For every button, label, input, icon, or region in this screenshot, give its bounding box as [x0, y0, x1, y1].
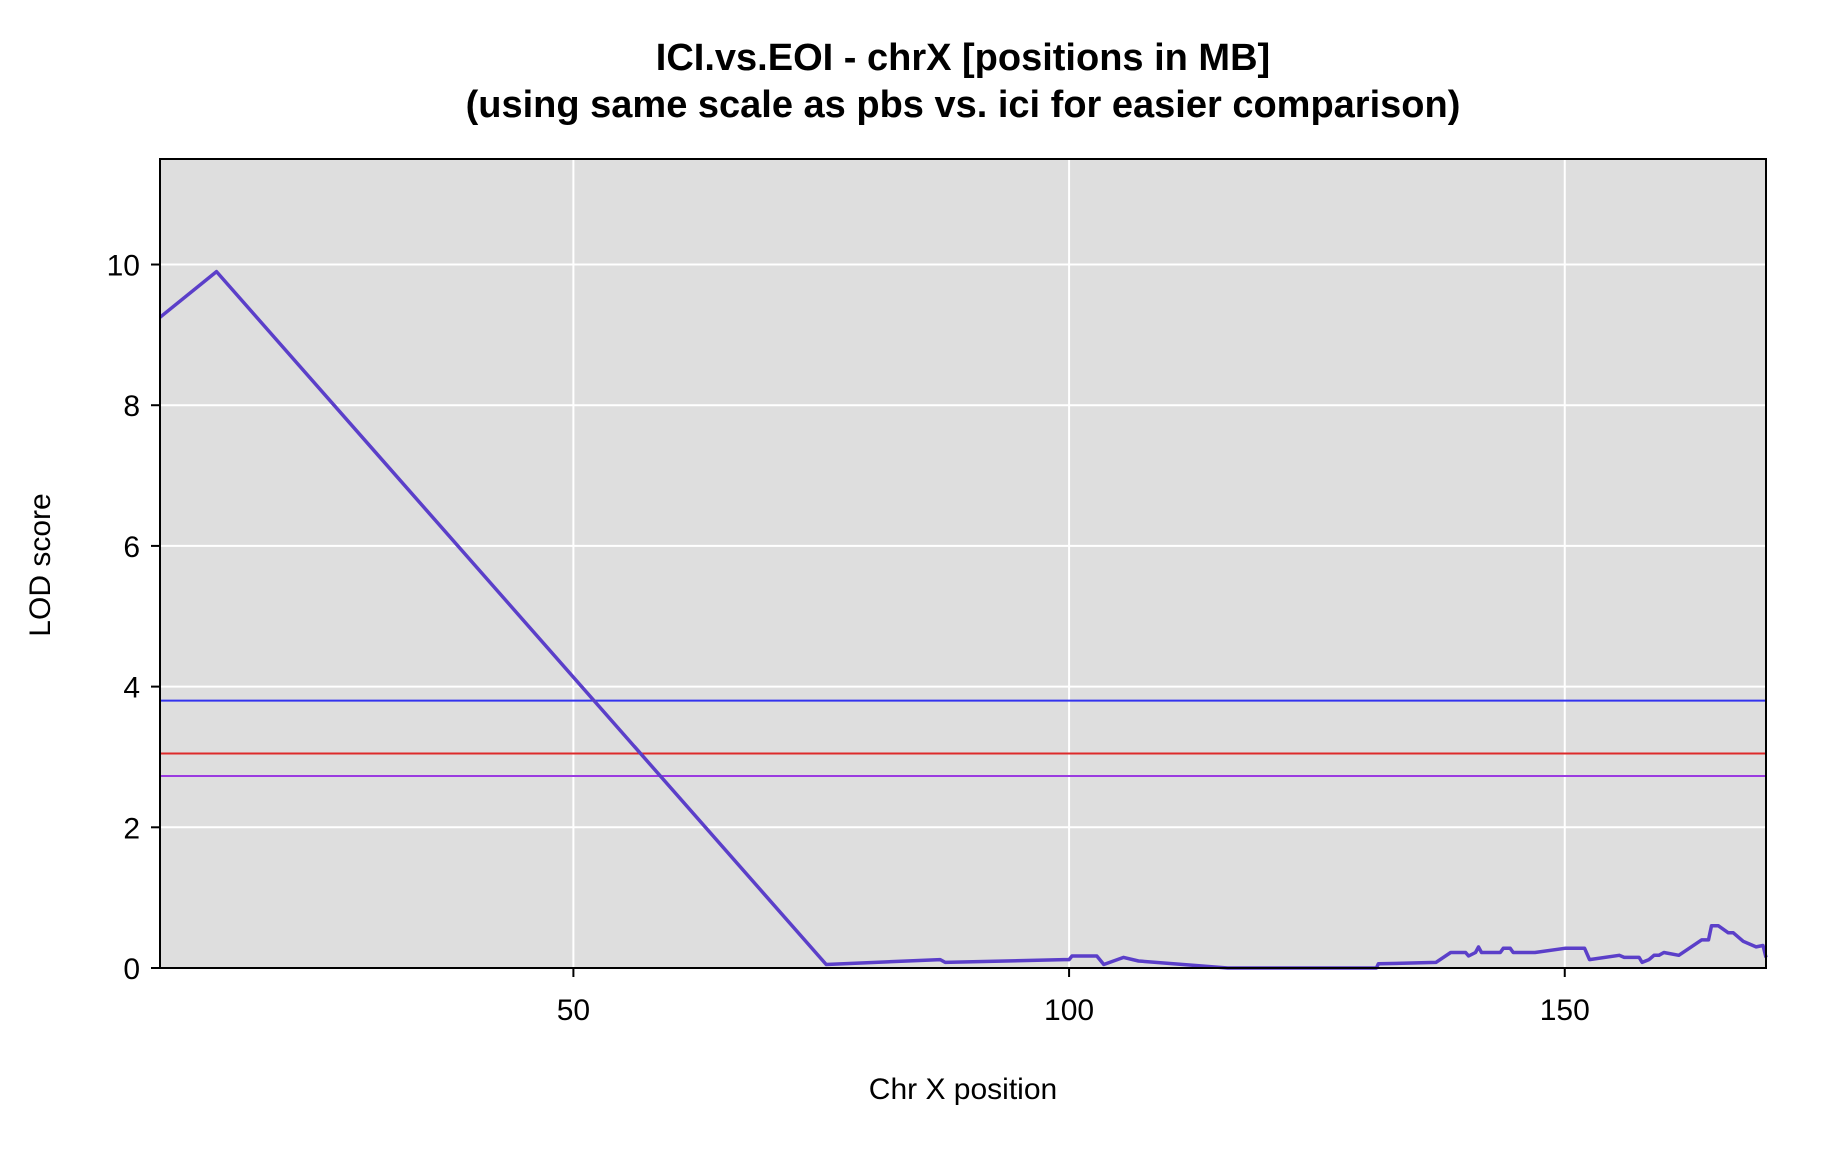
y-tick-label: 8 [123, 390, 140, 423]
y-tick-label: 2 [123, 812, 140, 845]
y-axis-label: LOD score [24, 493, 57, 636]
series-layer [158, 269, 1768, 970]
y-tick-label: 0 [123, 953, 140, 986]
y-tick-label: 6 [123, 531, 140, 564]
lod-series-line [158, 269, 1768, 970]
axis-ticks: 50 100 150 0 2 4 6 8 10 [107, 250, 1590, 1027]
x-tick-label: 150 [1540, 994, 1590, 1027]
y-tick-label: 10 [107, 250, 140, 283]
y-tick-label: 4 [123, 672, 140, 705]
chart-title: ICI.vs.EOI - chrX [positions in MB] [656, 37, 1270, 79]
x-tick-label: 100 [1044, 994, 1094, 1027]
threshold-lines [160, 699, 1766, 777]
x-axis-label: Chr X position [869, 1073, 1057, 1106]
plot-panel [160, 159, 1766, 968]
chart-subtitle: (using same scale as pbs vs. ici for eas… [466, 84, 1461, 126]
plot-border [159, 158, 1767, 969]
x-tick-label: 50 [557, 994, 590, 1027]
